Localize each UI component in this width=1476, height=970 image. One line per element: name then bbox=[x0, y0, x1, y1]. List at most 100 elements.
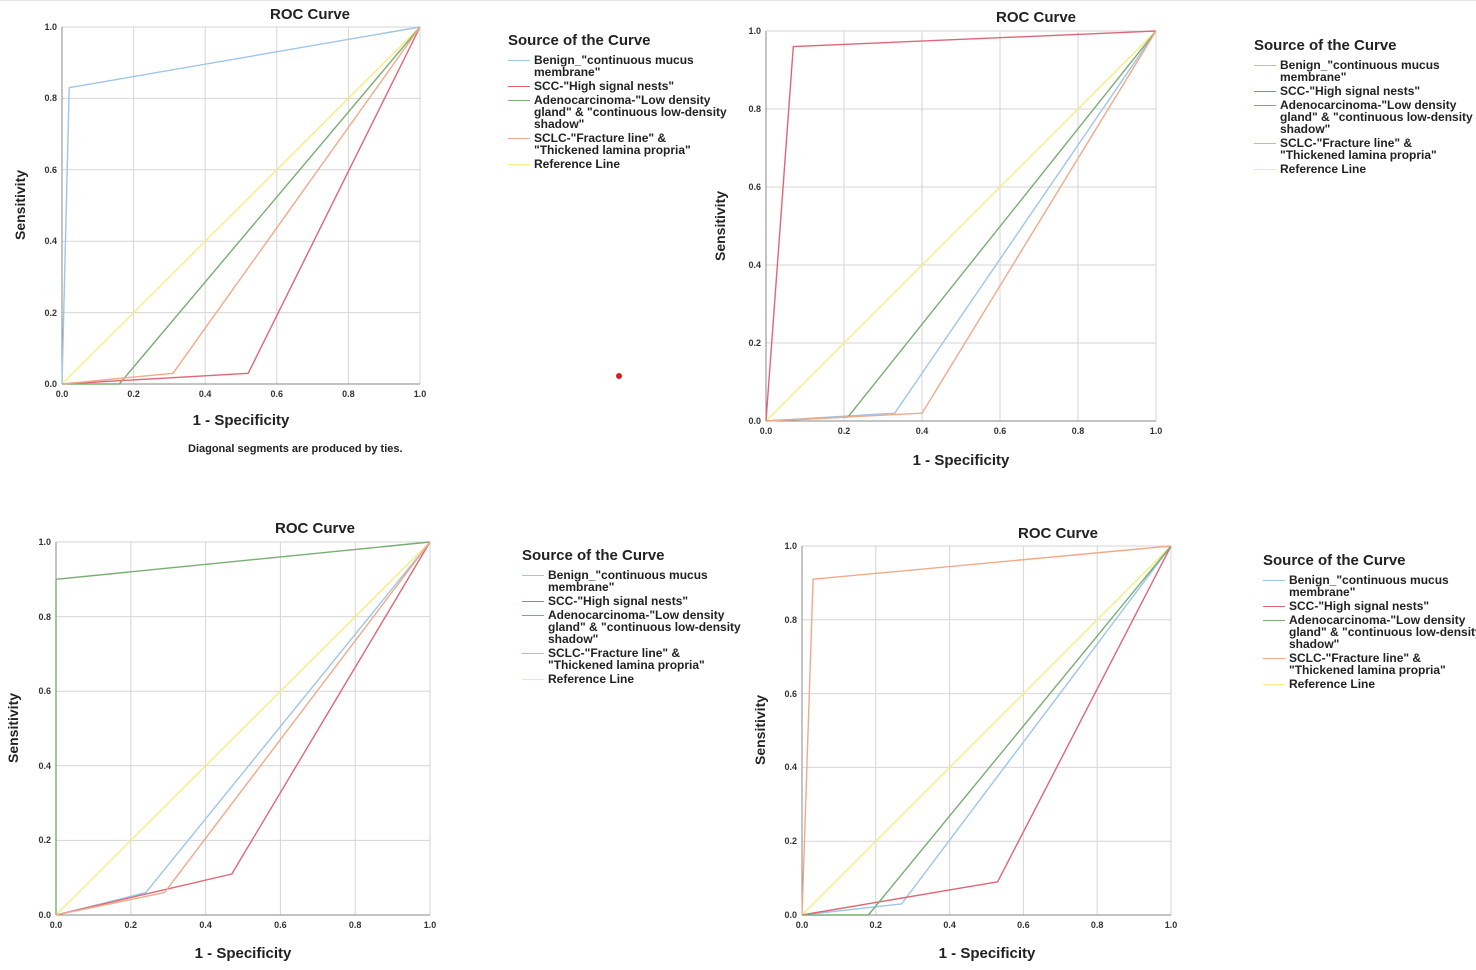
legend-swatch bbox=[522, 679, 544, 680]
legend-item-scc: SCC-"High signal nests" bbox=[508, 80, 734, 92]
legend-item-sclc: SCLC-"Fracture line" & "Thickened lamina… bbox=[508, 132, 734, 156]
series-line-0 bbox=[801, 545, 1172, 916]
legend-label: SCLC-"Fracture line" & "Thickened lamina… bbox=[1280, 136, 1437, 162]
y-tick-label: 0.8 bbox=[44, 93, 57, 104]
x-axis-label: 1 - Specificity bbox=[192, 412, 290, 429]
x-tick-label: 0.4 bbox=[915, 426, 929, 436]
y-tick-label: 0.6 bbox=[784, 688, 797, 699]
legend-swatch bbox=[1254, 65, 1276, 66]
red-dot-marker bbox=[616, 373, 622, 379]
y-tick-label: 0.2 bbox=[38, 835, 51, 846]
chart-title: ROC Curve bbox=[274, 520, 356, 537]
x-tick-label: 0.8 bbox=[348, 920, 362, 930]
legend-label: SCLC-"Fracture line" & "Thickened lamina… bbox=[534, 131, 691, 157]
legend-item-adenocarcinoma: Adenocarcinoma-"Low density gland" & "co… bbox=[508, 94, 734, 130]
legend-label: Adenocarcinoma-"Low density gland" & "co… bbox=[1289, 613, 1476, 651]
y-tick-label: 0.0 bbox=[748, 416, 761, 426]
y-tick-label: 0.4 bbox=[44, 236, 57, 247]
series-line-1 bbox=[801, 545, 1172, 916]
legend-label: SCC-"High signal nests" bbox=[1280, 84, 1421, 98]
x-tick-label: 0.4 bbox=[199, 920, 212, 930]
legend-swatch bbox=[1263, 658, 1285, 659]
legend-swatch bbox=[1254, 105, 1276, 106]
legend-swatch bbox=[522, 653, 544, 654]
x-tick-label: 1.0 bbox=[1149, 426, 1163, 436]
legend-item-reference: Reference Line bbox=[508, 158, 734, 170]
legend-title: Source of the Curve bbox=[522, 547, 665, 564]
legend-item-adenocarcinoma: Adenocarcinoma-"Low density gland" & "co… bbox=[522, 609, 748, 645]
series-line-4 bbox=[765, 30, 1157, 422]
x-tick-label: 0.2 bbox=[127, 389, 140, 399]
series-line-3 bbox=[55, 541, 431, 916]
legend-item-sclc: SCLC-"Fracture line" & "Thickened lamina… bbox=[522, 647, 748, 671]
legend: Source of the Curve Benign_"continuous m… bbox=[1254, 37, 1476, 177]
x-tick-label: 0.8 bbox=[1071, 426, 1085, 436]
legend-item-benign: Benign_"continuous mucus membrane" bbox=[1254, 59, 1476, 83]
x-tick-label: 1.0 bbox=[1164, 920, 1178, 930]
legend-swatch bbox=[1263, 620, 1285, 621]
series-line-1 bbox=[61, 26, 421, 385]
y-tick-label: 0.6 bbox=[748, 182, 761, 192]
legend-item-adenocarcinoma: Adenocarcinoma-"Low density gland" & "co… bbox=[1254, 99, 1476, 135]
series-line-2 bbox=[62, 26, 421, 385]
legend-swatch bbox=[508, 100, 530, 101]
legend-swatch bbox=[1254, 143, 1276, 144]
legend-item-benign: Benign_"continuous mucus membrane" bbox=[508, 54, 734, 78]
legend-swatch bbox=[1263, 606, 1285, 607]
legend-title: Source of the Curve bbox=[1254, 37, 1397, 54]
legend-swatch bbox=[508, 86, 530, 87]
series-line-4 bbox=[55, 541, 431, 916]
series-line-3 bbox=[61, 26, 421, 385]
legend-label: Reference Line bbox=[1280, 162, 1367, 176]
legend: Source of the Curve Benign_"continuous m… bbox=[508, 32, 734, 172]
legend-label: SCC-"High signal nests" bbox=[534, 79, 675, 93]
ties-note: Diagonal segments are produced by ties. bbox=[188, 443, 403, 455]
legend-label: Adenocarcinoma-"Low density gland" & "co… bbox=[534, 93, 727, 131]
x-tick-label: 0.6 bbox=[1017, 920, 1030, 930]
legend-title: Source of the Curve bbox=[1263, 552, 1406, 569]
y-tick-label: 0.4 bbox=[38, 760, 51, 771]
legend-item-scc: SCC-"High signal nests" bbox=[1254, 85, 1476, 97]
legend-item-sclc: SCLC-"Fracture line" & "Thickened lamina… bbox=[1254, 137, 1476, 161]
legend-label: SCLC-"Fracture line" & "Thickened lamina… bbox=[548, 646, 705, 672]
x-tick-label: 0.2 bbox=[837, 426, 851, 436]
y-tick-label: 0.6 bbox=[38, 686, 51, 697]
legend: Source of the Curve Benign_"continuous m… bbox=[522, 547, 748, 687]
series-line-1 bbox=[55, 541, 431, 916]
legend-item-scc: SCC-"High signal nests" bbox=[1263, 600, 1476, 612]
x-tick-label: 0.0 bbox=[49, 920, 63, 930]
x-tick-label: 0.0 bbox=[795, 920, 809, 930]
x-tick-label: 0.0 bbox=[55, 389, 69, 399]
legend-item-sclc: SCLC-"Fracture line" & "Thickened lamina… bbox=[1263, 652, 1476, 676]
legend-swatch bbox=[522, 601, 544, 602]
x-tick-label: 0.8 bbox=[1090, 920, 1104, 930]
y-tick-label: 0.2 bbox=[748, 338, 761, 348]
y-axis-label: Sensitivity bbox=[752, 694, 768, 766]
y-tick-label: 1.0 bbox=[784, 541, 797, 551]
y-tick-label: 1.0 bbox=[748, 26, 761, 36]
x-tick-label: 0.8 bbox=[342, 389, 355, 399]
x-tick-label: 0.4 bbox=[198, 389, 212, 399]
x-tick-label: 0.2 bbox=[124, 920, 138, 930]
chart-title: ROC Curve bbox=[1017, 525, 1099, 542]
legend-item-benign: Benign_"continuous mucus membrane" bbox=[1263, 574, 1476, 598]
y-tick-label: 1.0 bbox=[44, 22, 57, 32]
legend-label: Benign_"continuous mucus membrane" bbox=[548, 568, 708, 594]
x-tick-label: 0.4 bbox=[943, 920, 956, 930]
legend-swatch bbox=[508, 138, 530, 139]
y-tick-label: 0.6 bbox=[44, 164, 57, 175]
series-line-4 bbox=[61, 26, 421, 385]
legend-swatch bbox=[508, 164, 530, 165]
x-tick-label: 0.6 bbox=[270, 389, 284, 399]
series-line-4 bbox=[801, 545, 1172, 916]
legend-label: Benign_"continuous mucus membrane" bbox=[1289, 573, 1449, 599]
series-line-1 bbox=[765, 30, 1157, 422]
legend-label: SCC-"High signal nests" bbox=[548, 594, 689, 608]
top-border-line bbox=[0, 0, 1476, 1]
y-tick-label: 0.8 bbox=[748, 104, 761, 114]
legend-item-benign: Benign_"continuous mucus membrane" bbox=[522, 569, 748, 593]
legend-item-scc: SCC-"High signal nests" bbox=[522, 595, 748, 607]
y-tick-label: 0.4 bbox=[748, 260, 761, 270]
x-tick-label: 1.0 bbox=[413, 389, 427, 399]
